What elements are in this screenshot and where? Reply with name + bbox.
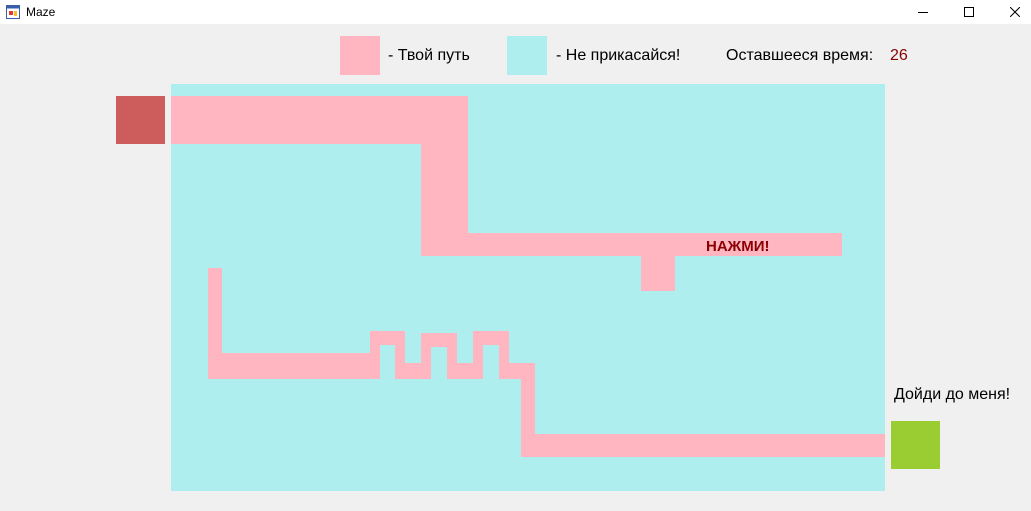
maze-path-segment[interactable] [208,268,222,379]
maze-path-segment[interactable] [421,96,468,256]
goal-label: Дойди до меня! [894,386,1011,403]
close-button[interactable] [992,0,1031,24]
maze-path-segment[interactable] [521,363,535,457]
start-block[interactable] [116,96,165,144]
finish-block[interactable] [891,421,940,469]
maze-path-segment[interactable] [370,331,380,379]
maximize-icon [964,7,974,17]
maze-path-segment[interactable] [473,331,483,379]
wall-legend-swatch [507,36,547,75]
maze-path-segment[interactable] [499,331,509,379]
path-legend-label: - Твой путь [388,47,470,64]
maze-path-segment[interactable] [395,331,405,379]
maze-wall-area[interactable] [171,84,885,491]
window-title: Maze [26,5,56,19]
maze-path-segment[interactable] [447,333,457,379]
maze-path-segment[interactable] [421,333,431,379]
timer-value: 26 [890,47,908,64]
title-bar[interactable]: Maze [0,0,1031,24]
maze-path-segment[interactable] [641,233,675,291]
minimize-button[interactable] [900,0,946,24]
maximize-button[interactable] [946,0,992,24]
close-icon [1010,7,1020,17]
maze-path-segment[interactable] [421,233,842,256]
app-form-icon [6,5,20,19]
maze-path-segment[interactable] [521,434,885,457]
maze-path-segment[interactable] [208,353,380,379]
path-legend-swatch [340,36,380,75]
timer-label: Оставшееся время: [726,47,874,64]
wall-legend-label: - Не прикасайся! [556,47,681,64]
maze-path-segment[interactable] [171,96,468,144]
minimize-icon [918,12,928,13]
press-label[interactable]: НАЖМИ! [706,238,770,255]
